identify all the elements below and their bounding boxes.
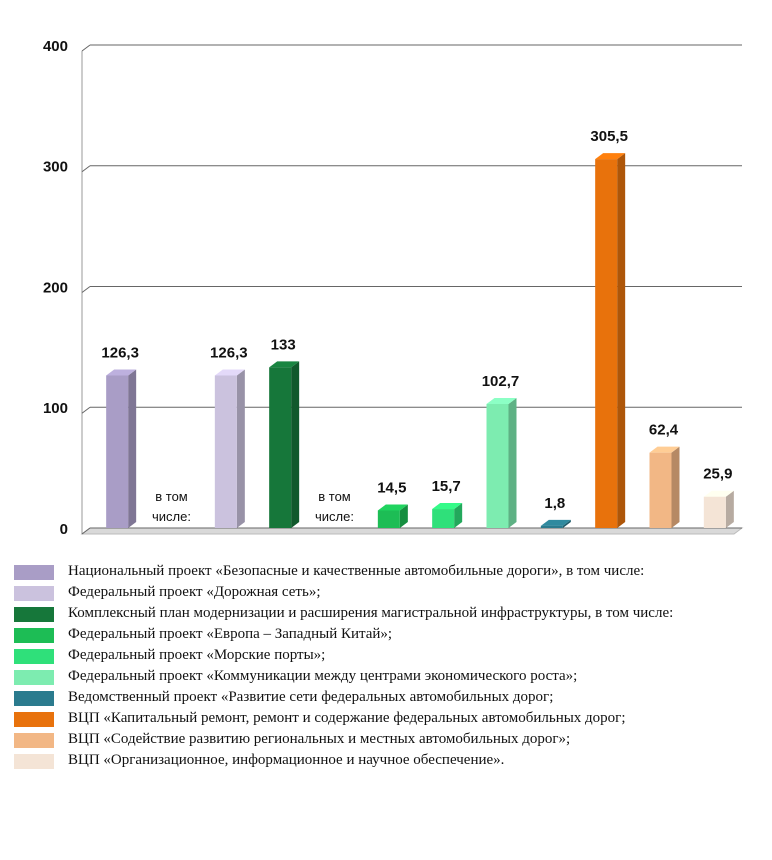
bar-side xyxy=(671,446,680,528)
legend-label: Комплексный план модернизации и расширен… xyxy=(68,605,674,621)
bar xyxy=(486,403,509,528)
bar-top xyxy=(106,369,137,376)
y-tick-label: 300 xyxy=(43,159,68,176)
bar-side xyxy=(562,519,571,528)
bar-top xyxy=(214,369,245,376)
bar xyxy=(377,510,400,528)
legend-label: Национальный проект «Безопасные и качест… xyxy=(68,563,645,579)
legend-label: ВЦП «Капитальный ремонт, ремонт и содерж… xyxy=(68,710,626,726)
legend-item: Федеральный проект «Дорожная сеть»; xyxy=(14,583,756,601)
bar-side xyxy=(236,369,245,528)
legend-item: Национальный проект «Безопасные и качест… xyxy=(14,562,756,580)
annotation: в том числе: xyxy=(315,489,354,524)
y-tick-label: 400 xyxy=(43,38,68,55)
bar-side xyxy=(725,490,734,528)
value-label: 133 xyxy=(271,336,296,353)
legend-swatch xyxy=(14,754,54,769)
bar-side xyxy=(454,503,463,528)
value-label: 1,8 xyxy=(544,495,565,512)
bar-side xyxy=(291,361,300,528)
y-tick-label: 200 xyxy=(43,279,68,296)
bar-side xyxy=(399,504,408,528)
bar-top xyxy=(377,504,408,511)
grid-diag xyxy=(81,286,91,293)
value-label: 126,3 xyxy=(101,344,139,361)
legend-label: Федеральный проект «Коммуникации между ц… xyxy=(68,668,578,684)
grid-diag xyxy=(81,165,91,173)
bar xyxy=(106,375,129,528)
value-label: 126,3 xyxy=(210,344,248,361)
value-label: 14,5 xyxy=(377,479,406,496)
bar xyxy=(540,525,563,528)
value-label: 62,4 xyxy=(649,422,679,439)
value-label: 305,5 xyxy=(590,128,628,145)
legend: Национальный проект «Безопасные и качест… xyxy=(14,562,756,772)
legend-label: Федеральный проект «Дорожная сеть»; xyxy=(68,584,321,600)
legend-swatch xyxy=(14,712,54,727)
bar-top xyxy=(486,397,517,404)
bar-side xyxy=(128,369,137,528)
value-label: 15,7 xyxy=(432,478,461,495)
grid-diag xyxy=(81,406,91,414)
legend-item: Комплексный план модернизации и расширен… xyxy=(14,604,756,622)
bar xyxy=(649,452,672,528)
legend-swatch xyxy=(14,628,54,643)
legend-label: ВЦП «Организационное, информационное и н… xyxy=(68,752,505,768)
bar xyxy=(214,375,237,528)
legend-item: ВЦП «Содействие развитию региональных и … xyxy=(14,730,756,748)
grid-diag xyxy=(81,527,91,535)
bar xyxy=(269,367,292,528)
legend-item: ВЦП «Организационное, информационное и н… xyxy=(14,751,756,769)
legend-swatch xyxy=(14,586,54,601)
legend-label: ВЦП «Содействие развитию региональных и … xyxy=(68,731,571,747)
legend-item: Федеральный проект «Морские порты»; xyxy=(14,646,756,664)
legend-label: Федеральный проект «Европа – Западный Ки… xyxy=(68,626,393,642)
bar xyxy=(432,509,455,528)
bar-top xyxy=(432,503,463,510)
bar xyxy=(595,159,618,528)
legend-swatch xyxy=(14,607,54,622)
legend-item: Федеральный проект «Коммуникации между ц… xyxy=(14,667,756,685)
legend-swatch xyxy=(14,670,54,685)
legend-item: Ведомственный проект «Развитие сети феде… xyxy=(14,688,756,706)
legend-swatch xyxy=(14,649,54,664)
annotation-line: в том xyxy=(318,489,351,504)
y-tick-label: 100 xyxy=(43,400,68,417)
legend-swatch xyxy=(14,565,54,580)
legend-item: ВЦП «Капитальный ремонт, ремонт и содерж… xyxy=(14,709,756,727)
legend-item: Федеральный проект «Европа – Западный Ки… xyxy=(14,625,756,643)
bar-side xyxy=(617,153,626,528)
bar-top xyxy=(703,490,734,497)
bar-side xyxy=(508,397,517,528)
annotation-line: числе: xyxy=(152,509,191,524)
legend-swatch xyxy=(14,733,54,748)
annotation-line: в том xyxy=(155,489,188,504)
legend-swatch xyxy=(14,691,54,706)
bar-top xyxy=(540,519,571,526)
bar-top xyxy=(269,361,300,368)
grid-diag xyxy=(81,44,91,52)
legend-label: Ведомственный проект «Развитие сети феде… xyxy=(68,689,554,705)
annotation-line: числе: xyxy=(315,509,354,524)
floor xyxy=(80,527,744,535)
bar xyxy=(703,496,726,528)
value-label: 102,7 xyxy=(482,373,520,390)
bar-top xyxy=(595,153,626,160)
chart: 0 100 200 300 400 126,3 126,3 133 14,5 15,7 102,7 1… xyxy=(43,38,744,538)
bar-top xyxy=(649,446,680,453)
y-tick-label: 0 xyxy=(60,521,68,538)
value-label: 25,9 xyxy=(703,466,732,483)
annotation: в том числе: xyxy=(152,489,191,524)
legend-label: Федеральный проект «Морские порты»; xyxy=(68,647,326,663)
